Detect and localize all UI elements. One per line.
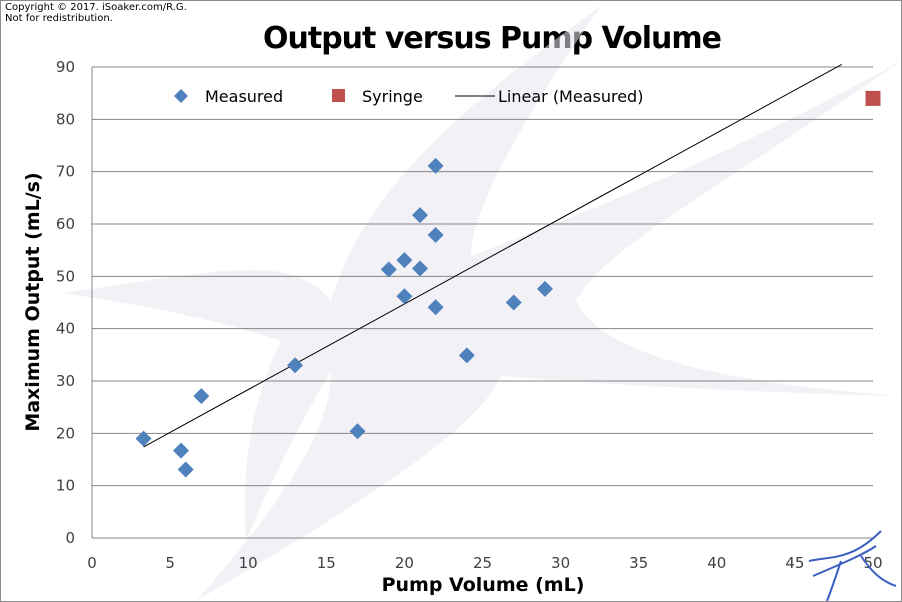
gridlines bbox=[91, 66, 873, 539]
x-tick-label: 25 bbox=[473, 554, 492, 572]
legend-measured-marker bbox=[174, 89, 188, 103]
legend-syringe-marker bbox=[332, 89, 345, 102]
y-tick-label: 90 bbox=[56, 58, 75, 76]
y-tick-label: 40 bbox=[56, 320, 75, 338]
measured-point bbox=[173, 442, 190, 459]
y-axis-ticks: 0 10 20 30 40 50 60 70 80 90 bbox=[56, 58, 75, 547]
x-tick-label: 35 bbox=[629, 554, 648, 572]
y-tick-label: 80 bbox=[56, 110, 75, 128]
measured-point bbox=[412, 207, 429, 224]
y-tick-label: 60 bbox=[56, 215, 75, 233]
measured-point bbox=[412, 260, 429, 277]
x-tick-label: 15 bbox=[317, 554, 336, 572]
syringe-point bbox=[865, 90, 881, 106]
measured-point bbox=[505, 294, 522, 311]
y-tick-label: 30 bbox=[56, 372, 75, 390]
measured-point bbox=[427, 226, 444, 243]
measured-point bbox=[177, 461, 194, 478]
chart-title: Output versus Pump Volume bbox=[263, 21, 722, 56]
measured-point bbox=[193, 388, 210, 405]
y-tick-label: 20 bbox=[56, 424, 75, 442]
y-axis-title: Maximum Output (mL/s) bbox=[22, 172, 44, 431]
corner-logo bbox=[808, 530, 897, 601]
measured-point bbox=[349, 423, 366, 440]
copyright-notice: Copyright © 2017. iSoaker.com/R.G. Not f… bbox=[5, 2, 187, 24]
measured-point bbox=[396, 288, 413, 305]
legend-syringe-label: Syringe bbox=[362, 87, 423, 106]
x-tick-label: 40 bbox=[707, 554, 726, 572]
x-tick-label: 45 bbox=[785, 554, 804, 572]
x-axis-title: Pump Volume (mL) bbox=[382, 574, 585, 596]
x-tick-label: 5 bbox=[165, 554, 175, 572]
legend: Measured Syringe Linear (Measured) bbox=[174, 87, 643, 106]
y-tick-label: 70 bbox=[56, 163, 75, 181]
data-points bbox=[135, 90, 881, 478]
trendline-linear-measured bbox=[143, 63, 843, 448]
measured-point bbox=[427, 299, 444, 316]
measured-point bbox=[427, 157, 444, 174]
measured-point bbox=[380, 261, 397, 278]
measured-point bbox=[135, 430, 152, 447]
x-axis-ticks: 0 5 10 15 20 25 30 35 40 45 50 bbox=[87, 554, 882, 572]
trendline bbox=[143, 63, 843, 448]
y-tick-label: 10 bbox=[56, 477, 75, 495]
x-tick-label: 20 bbox=[395, 554, 414, 572]
y-tick-label: 0 bbox=[65, 529, 75, 547]
x-tick-label: 50 bbox=[863, 554, 882, 572]
x-tick-label: 30 bbox=[551, 554, 570, 572]
measured-point bbox=[287, 357, 304, 374]
legend-linear-label: Linear (Measured) bbox=[498, 87, 643, 106]
y-tick-label: 50 bbox=[56, 267, 75, 285]
x-tick-label: 0 bbox=[87, 554, 97, 572]
watermark-logo bbox=[61, 6, 901, 601]
legend-measured-label: Measured bbox=[205, 87, 283, 106]
x-tick-label: 10 bbox=[239, 554, 258, 572]
measured-point bbox=[536, 280, 553, 297]
measured-point bbox=[458, 347, 475, 364]
